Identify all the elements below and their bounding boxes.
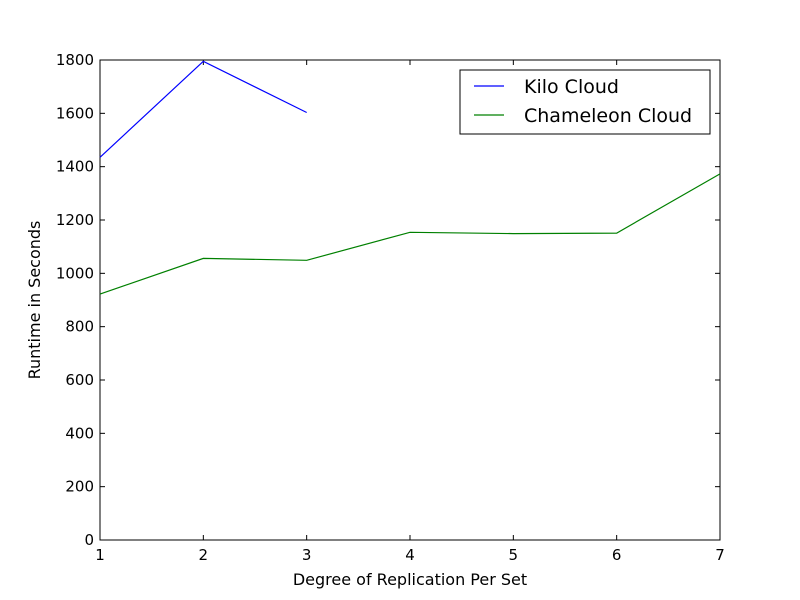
plot-frame [99,59,721,541]
legend: Kilo Cloud Chameleon Cloud [459,69,711,135]
legend-label-kilo-cloud: Kilo Cloud [524,76,619,98]
y-tick-label: 200 [65,478,94,496]
plot-area [99,59,721,541]
y-axis-ticks: 0 200 400 600 800 1000 1200 1400 1600 1800 [56,51,720,549]
x-tick-label: 1 [95,546,105,564]
y-axis-title: Runtime in Seconds [25,221,44,380]
x-tick-label: 7 [715,546,725,564]
y-tick-label: 1000 [56,264,94,282]
x-tick-label: 4 [405,546,415,564]
y-tick-label: 1400 [56,158,94,176]
x-tick-label: 2 [199,546,209,564]
legend-frame [459,69,711,135]
x-axis-title: Degree of Replication Per Set [293,570,527,589]
y-tick-label: 1600 [56,104,94,122]
legend-label-chameleon-cloud: Chameleon Cloud [524,105,692,127]
y-tick-label: 600 [65,371,94,389]
y-tick-label: 1800 [56,51,94,69]
x-tick-label: 5 [509,546,519,564]
x-tick-label: 6 [612,546,622,564]
series-line-chameleon-cloud [99,173,721,295]
series-layer [99,60,721,295]
series-line-kilo-cloud [99,60,307,158]
y-tick-label: 1200 [56,211,94,229]
y-tick-label: 400 [65,424,94,442]
x-axis-ticks: 1 2 3 4 5 6 7 [95,60,725,564]
x-tick-label: 3 [302,546,312,564]
y-tick-label: 800 [65,318,94,336]
y-tick-label: 0 [84,531,94,549]
